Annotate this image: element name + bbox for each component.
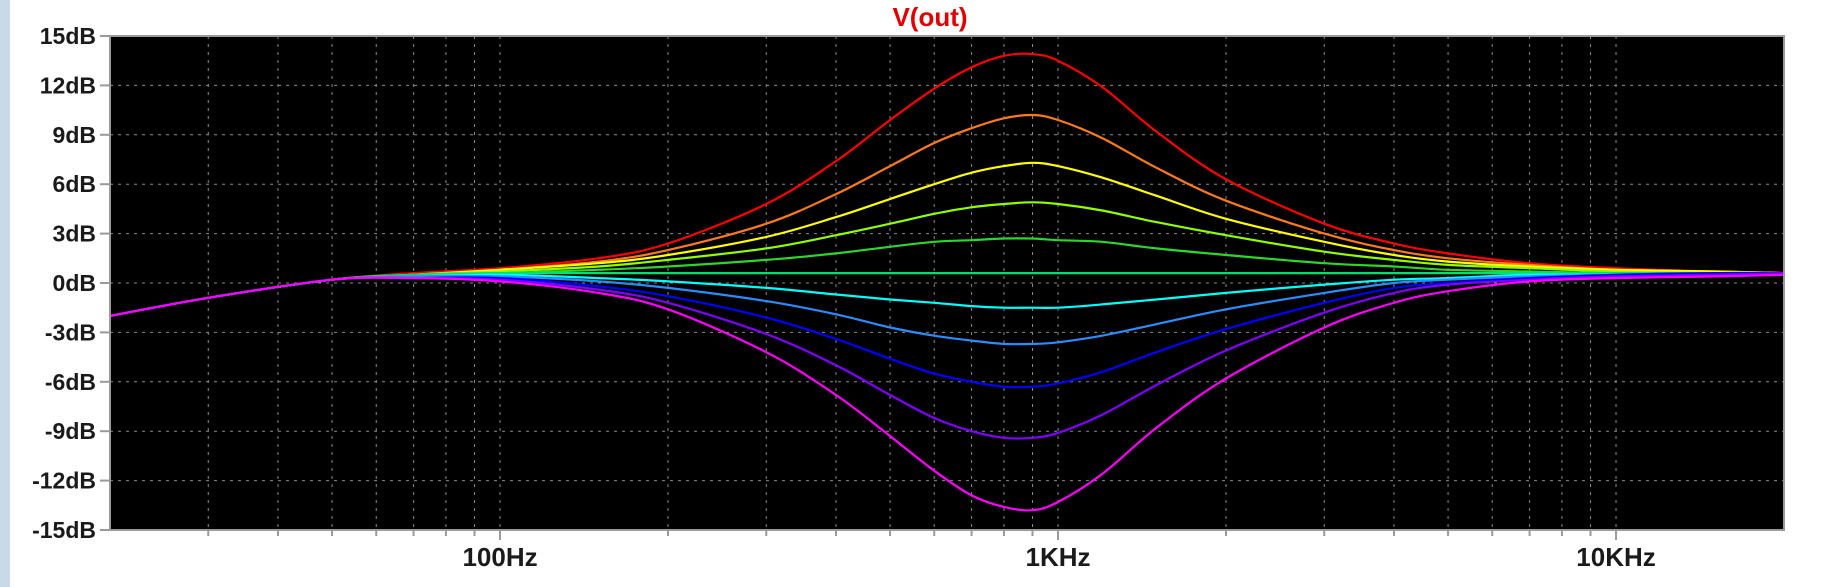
series-line-6 [109,271,1784,317]
window-edge [0,0,10,587]
series-line-1 [109,52,1785,317]
x-tick-label: 100Hz [462,542,537,572]
series-line-8 [109,271,1785,346]
y-tick-label: -3dB [45,319,96,345]
series-layer [109,52,1785,512]
y-tick-label: 6dB [53,171,96,197]
y-tick-label: 0dB [53,270,96,296]
plot-area [110,36,1784,530]
y-tick-label: -15dB [32,517,96,543]
y-axis-labels: 15dB 12dB 9dB 6dB 3dB 0dB -3dB -6dB -9dB -12dB -15… [32,23,96,543]
x-tick-label: 1KHz [1026,542,1091,572]
y-tick-label: 3dB [53,221,96,247]
x-axis-labels: 100Hz 1KHz 10KHz [462,542,1655,572]
y-tick-label: 9dB [53,122,96,148]
axis-ticks [100,35,1618,540]
series-line-11 [109,273,1785,512]
x-tick-label: 10KHz [1576,542,1655,572]
y-tick-label: 12dB [40,72,96,98]
y-tick-label: 15dB [40,23,96,49]
y-tick-label: -6dB [45,369,96,395]
chart-title: V(out) [892,2,967,32]
y-tick-label: -12dB [32,468,96,494]
y-tick-label: -9dB [45,418,96,444]
